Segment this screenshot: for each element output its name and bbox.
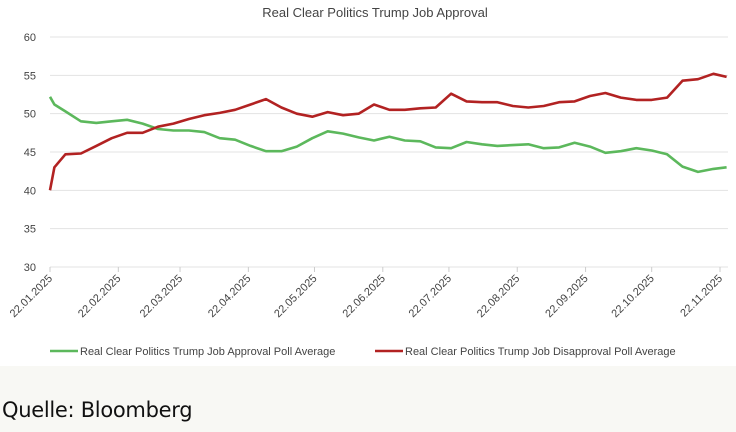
y-tick-label: 45 — [24, 147, 36, 159]
series-line-disapproval — [48, 72, 727, 191]
x-tick-label: 22.05.2025 — [272, 273, 319, 320]
x-tick-label: 22.06.2025 — [341, 273, 388, 320]
legend-label: Real Clear Politics Trump Job Approval P… — [80, 346, 335, 358]
chart-title: Real Clear Politics Trump Job Approval — [262, 5, 488, 20]
y-tick-label: 60 — [24, 32, 36, 44]
line-chart: Real Clear Politics Trump Job Approval 3… — [8, 5, 728, 358]
x-tick-label: 22.11.2025 — [678, 273, 725, 320]
y-tick-label: 55 — [24, 70, 36, 82]
legend-label: Real Clear Politics Trump Job Disapprova… — [405, 346, 676, 358]
x-tick-label: 22.09.2025 — [543, 273, 590, 320]
y-tick-label: 50 — [24, 109, 36, 121]
y-tick-label: 35 — [24, 224, 36, 236]
chart-card: Real Clear Politics Trump Job Approval 3… — [0, 0, 736, 366]
x-tick-label: 22.01.2025 — [8, 273, 55, 320]
x-tick-label: 22.04.2025 — [206, 273, 253, 320]
x-tick-label: 22.02.2025 — [76, 273, 123, 320]
source-caption: Quelle: Bloomberg — [2, 398, 193, 422]
x-tick-label: 22.10.2025 — [609, 273, 656, 320]
x-tick-label: 22.07.2025 — [407, 273, 454, 320]
x-tick-label: 22.03.2025 — [138, 273, 185, 320]
series-line-approval — [48, 96, 727, 174]
y-tick-label: 40 — [24, 185, 36, 197]
x-tick-label: 22.08.2025 — [475, 273, 522, 320]
y-tick-label: 30 — [24, 262, 36, 274]
